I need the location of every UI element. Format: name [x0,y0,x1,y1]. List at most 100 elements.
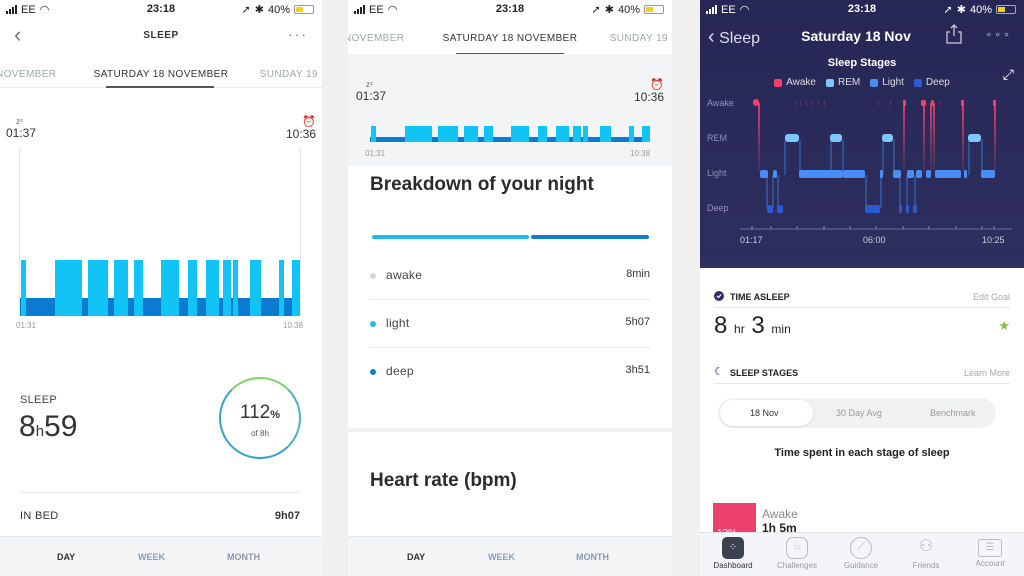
clock-check-icon [714,291,724,301]
dashboard-icon: ⁘ [722,537,744,559]
in-bed-value: 9h07 [274,510,300,522]
sleep-hours: 8 [19,410,36,443]
sleep-start: zᶻ 01:37 [6,117,36,140]
wake-time: ⏰ 10:36 [633,79,664,105]
learn-more-link[interactable]: Learn More [963,368,1010,378]
bluetooth-icon: ✱ [956,4,966,16]
goal-subtext: of 8h [251,429,269,438]
stage-row-light: light 5h07 [370,300,650,348]
clock: 23:18 [847,3,877,15]
tab-month[interactable]: MONTH [227,552,260,562]
segment-18-nov[interactable]: 18 Nov [750,408,779,418]
y-label-deep: Deep [707,203,729,213]
x-label-mid: 06:00 [863,235,886,245]
signal-icon [6,5,17,14]
stage-value: 8min [626,268,650,280]
light-sleep-segment [279,260,284,316]
account-card-icon: ☰ [978,539,1002,557]
location-icon: ➚ [943,4,953,16]
awake-stage-label: Awake [762,507,798,521]
wake-time-value: 10:36 [285,127,316,141]
challenges-badge-icon: ☆ [786,537,808,559]
mini-chart-area: zᶻ 01:37 ⏰ 10:36 01:31 10:38 [348,54,672,166]
awake-dot-icon [370,273,376,279]
period-tabs: DAY WEEK MONTH [0,536,322,576]
period-tabs: DAY WEEK MONTH [348,536,672,576]
tab-week[interactable]: WEEK [138,552,165,562]
light-sleep-segment [233,260,238,316]
goal-percent-sign: % [270,409,281,421]
segment-selected-bg [720,400,813,426]
date-tab-next[interactable]: SUNDAY 19 [259,69,318,80]
light-sleep-segment [250,260,261,316]
wifi-icon: ◠ [39,4,50,16]
light-sleep-segment [161,260,179,316]
alarm-clock-icon: ⏰ [650,79,664,91]
nav-label: Account [975,559,1005,568]
sleep-start-time: 01:37 [356,89,387,103]
breakdown-title: Breakdown of your night [370,174,594,195]
goal-ring: 112% of 8h [219,377,301,459]
light-dot-icon [370,321,376,327]
location-icon: ➚ [591,4,601,16]
legend-label: REM [838,77,861,88]
light-sleep-segment [223,260,231,316]
nav-guidance[interactable]: ⟋ Guidance [829,537,893,570]
legend-deep: Deep [913,77,950,88]
light-sleep-segment [556,126,569,142]
friends-icon: ⚇ [918,538,934,555]
compass-icon: ⟋ [850,537,872,559]
signal-icon [706,5,717,14]
more-options-icon[interactable]: ··· [288,26,308,42]
stage-value: 5h07 [625,316,650,328]
bluetooth-icon: ✱ [254,4,264,16]
light-sleep-segment [405,126,432,142]
light-sleep-segment [583,126,588,142]
carrier: EE [21,3,36,16]
expand-icon[interactable]: ⤢ [1002,66,1014,82]
more-options-icon[interactable]: ∘∘∘ [985,29,1012,41]
awake-stage-value: 1h 5m [762,521,797,535]
segment-30-day-avg[interactable]: 30 Day Avg [836,408,882,418]
mini-hypnogram [348,126,672,142]
sleep-label: SLEEP [20,394,57,406]
legend-label: Light [882,77,904,88]
share-icon[interactable] [946,24,962,44]
nav-dashboard[interactable]: ⁘ Dashboard [701,537,765,570]
location-icon: ➚ [241,4,251,16]
date-tabs: NOVEMBER SATURDAY 18 NOVEMBER SUNDAY 19 [0,60,322,88]
y-label-light: Light [707,168,727,178]
edit-goal-link[interactable]: Edit Goal [972,292,1010,302]
light-proportion-bar [372,235,529,239]
sleep-zz-icon: zᶻ [366,80,373,89]
tab-month[interactable]: MONTH [576,552,609,562]
nav-account[interactable]: ☰ Account [958,537,1022,568]
battery-icon [644,5,664,14]
sleep-start-time: 01:37 [6,126,37,140]
nav-challenges[interactable]: ☆ Challenges [765,537,829,570]
axis-start-label: 01:31 [16,321,37,330]
tab-day[interactable]: DAY [57,552,76,562]
back-chevron-icon[interactable]: ‹ [14,22,22,47]
date-tab-prev[interactable]: NOVEMBER [348,33,405,44]
wake-time-value: 10:36 [633,90,664,104]
segment-benchmark[interactable]: Benchmark [930,408,976,418]
light-sleep-segment [206,260,219,316]
sleep-minutes: 59 [44,410,78,443]
date-tab-current[interactable]: SATURDAY 18 NOVEMBER [93,69,229,80]
tab-week[interactable]: WEEK [488,552,515,562]
x-label-end: 10:25 [982,235,1005,245]
nav-friends[interactable]: ⚇ Friends [894,537,958,570]
date-tab-prev[interactable]: NOVEMBER [0,69,57,80]
date-tab-next[interactable]: SUNDAY 19 [609,33,668,44]
back-button[interactable]: ‹ Sleep [708,26,760,49]
back-label: Sleep [719,30,761,47]
chart-start-line [19,148,20,316]
chart-end-line [300,148,301,316]
clock: 23:18 [495,3,525,15]
date-tab-current[interactable]: SATURDAY 18 NOVEMBER [442,33,578,44]
light-sleep-segment [629,126,634,142]
y-label-rem: REM [707,133,727,143]
tab-day[interactable]: DAY [407,552,426,562]
